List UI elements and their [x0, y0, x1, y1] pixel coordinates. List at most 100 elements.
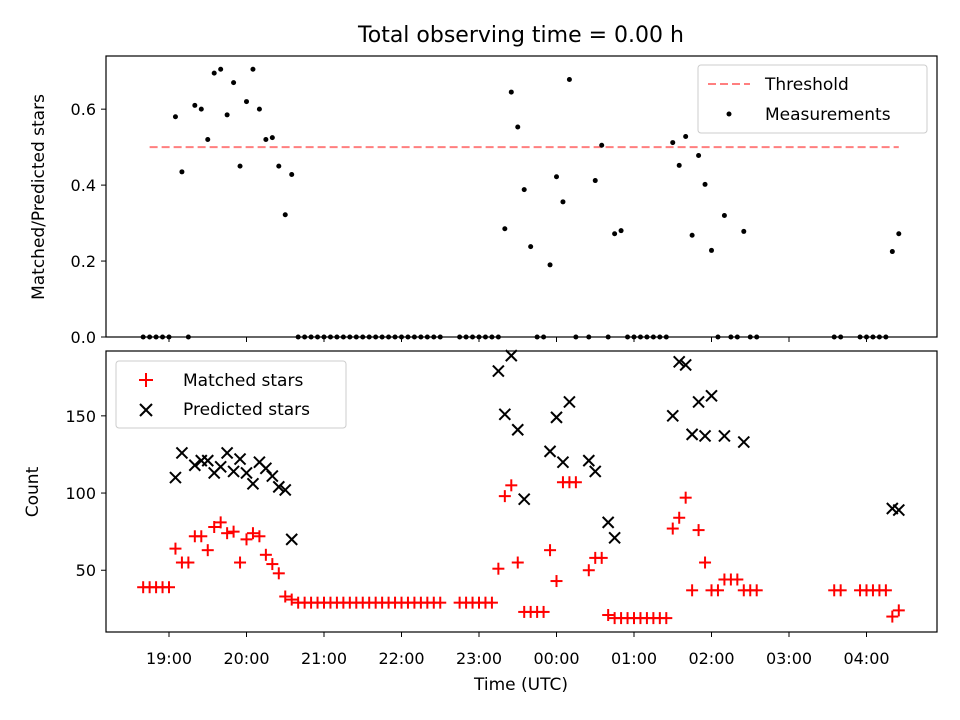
measurement-point — [218, 66, 224, 72]
top-legend: Threshold Measurements — [697, 64, 928, 134]
measurement-point — [702, 181, 708, 187]
predicted-star-point — [589, 465, 602, 478]
matched-star-point — [195, 530, 208, 543]
bottom-y-axis-label: Count — [23, 466, 43, 517]
measurement-point — [676, 162, 682, 168]
bottom-legend-box — [115, 360, 347, 429]
predicted-star-point — [201, 454, 214, 467]
matched-star-point — [544, 544, 557, 557]
measurement-point — [592, 178, 598, 184]
measurement-point — [618, 228, 624, 234]
predicted-star-point — [550, 411, 563, 424]
predicted-star-point — [666, 409, 679, 423]
predicted-star-point — [220, 446, 234, 460]
measurements-legend-label: Measurements — [765, 105, 891, 125]
measurement-point — [560, 199, 566, 205]
matched-star-point — [505, 479, 518, 492]
matched-star-point — [221, 527, 234, 540]
matched-star-point — [259, 548, 272, 561]
matched-star-point — [731, 573, 744, 586]
matched-star-point — [234, 556, 247, 569]
matched-star-point — [750, 584, 763, 597]
predicted-star-point — [582, 454, 595, 467]
predicted-star-point — [601, 516, 615, 529]
measurement-point — [211, 70, 217, 76]
top-y-tick-label: 0.0 — [71, 328, 96, 347]
predicted-star-point — [498, 408, 512, 421]
x-tick-label: 23:00 — [456, 649, 502, 668]
matched-star-point — [485, 596, 498, 609]
predicted-star-point — [175, 446, 189, 460]
matched-star-point — [582, 564, 595, 577]
measurement-point — [205, 137, 211, 143]
top-y-tick-label: 0.6 — [71, 100, 96, 119]
predicted-star-point — [214, 460, 227, 474]
x-tick-label: 19:00 — [146, 649, 192, 668]
x-tick-label: 03:00 — [766, 649, 812, 668]
top-y-axis-label: Matched/Predicted stars — [29, 94, 49, 300]
top-plot-frame — [105, 55, 938, 338]
predicted-star-point — [505, 349, 518, 362]
predicted-star-point — [227, 465, 240, 478]
matched-star-point — [266, 558, 279, 571]
measurement-point — [289, 171, 295, 177]
matched-star-point — [240, 533, 253, 546]
measurement-point — [547, 262, 553, 268]
matched-star-point — [434, 596, 447, 609]
matched-star-point — [711, 584, 724, 597]
measurement-point — [683, 134, 689, 140]
predicted-star-point — [556, 455, 570, 469]
predicted-star-point — [737, 435, 750, 449]
measurement-point — [554, 174, 559, 180]
x-axis-label: Time (UTC) — [473, 675, 568, 695]
measurement-point — [502, 226, 508, 232]
measurement-point — [515, 124, 521, 130]
predicted-star-point — [543, 445, 557, 458]
measurement-point — [896, 231, 902, 237]
matched-star-point — [272, 567, 285, 580]
matched-star-point — [511, 556, 524, 569]
matched-star-point — [692, 524, 705, 537]
top-y-tick-label: 0.2 — [71, 252, 96, 271]
bottom-panel-marks — [137, 349, 905, 625]
bottom-plot-frame — [105, 350, 938, 633]
measurement-point — [528, 244, 534, 250]
matched-star-point — [686, 584, 699, 597]
threshold-legend-label: Threshold — [764, 75, 849, 95]
matched-star-point — [279, 590, 292, 603]
matched-star-point — [886, 610, 899, 623]
bottom-legend: Matched stars Predicted stars — [115, 360, 347, 429]
measurement-point — [709, 247, 714, 253]
bottom-y-tick-label: 150 — [65, 407, 96, 426]
measurement-point — [244, 99, 249, 105]
matched-star-point — [208, 521, 221, 534]
x-tick-label: 21:00 — [301, 649, 347, 668]
matched-star-point — [892, 604, 905, 617]
predicted-star-point — [272, 480, 285, 494]
measurement-point — [276, 163, 282, 169]
predicted-star-point — [698, 429, 712, 443]
predicted-star-point — [718, 429, 731, 443]
measurement-point — [231, 80, 237, 86]
measurements-legend-swatch — [726, 111, 732, 117]
matched-star-point — [550, 575, 563, 588]
matched-star-point — [595, 551, 608, 564]
matched-star-point — [246, 527, 259, 540]
matched-star-point — [666, 522, 679, 535]
top-legend-box — [697, 64, 928, 134]
predicted-star-point — [511, 423, 524, 436]
measurement-point — [263, 137, 269, 143]
predicted-star-point — [673, 355, 686, 369]
measurement-point — [612, 231, 618, 237]
predicted-star-point — [692, 395, 705, 409]
matched-star-point — [699, 556, 712, 569]
measurement-point — [282, 212, 288, 218]
measurement-point — [508, 89, 514, 95]
matched-star-point — [169, 542, 182, 555]
predicted-star-point — [188, 459, 202, 472]
x-tick-label: 01:00 — [611, 649, 657, 668]
measurement-point — [172, 114, 178, 120]
predicted-star-point — [279, 483, 292, 497]
bottom-y-tick-label: 50 — [76, 561, 96, 580]
